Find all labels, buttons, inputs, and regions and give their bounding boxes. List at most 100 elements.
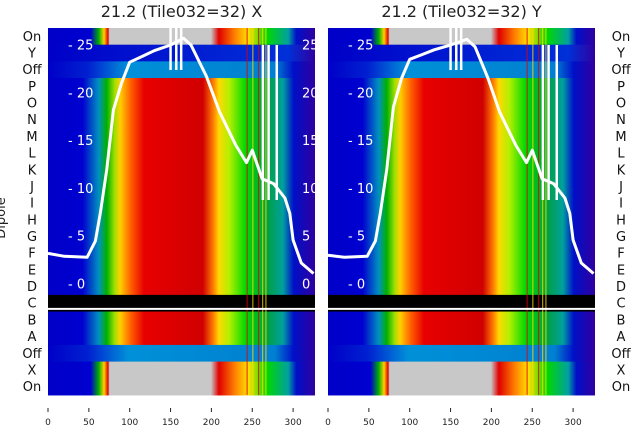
y-tick-label-secondary: 25 — [302, 39, 319, 54]
row-label: J — [618, 180, 623, 195]
x-tick-label: 200 — [483, 418, 500, 428]
heatmap-row — [48, 344, 315, 363]
heatmap-row — [328, 128, 595, 146]
row-label: A — [28, 330, 37, 345]
heatmap-row — [48, 244, 315, 263]
heatmap-row — [328, 161, 595, 179]
panel-title: 21.2 (Tile032=32) Y — [381, 2, 542, 21]
heatmap-panel-x: 21.2 (Tile032=32) XOnYOffPONMLKJIHGFEDCB… — [0, 2, 319, 428]
heatmap-row — [48, 161, 315, 179]
x-tick-label: 0 — [45, 418, 51, 428]
row-label: G — [616, 230, 626, 245]
row-label: D — [27, 280, 37, 295]
separator — [328, 307, 595, 310]
x-tick-label: 100 — [121, 418, 138, 428]
row-label: C — [27, 297, 36, 312]
x-tick-label: 50 — [363, 418, 375, 428]
row-label: Off — [611, 63, 631, 78]
heatmap-row — [328, 244, 595, 263]
x-tick-label: 150 — [162, 418, 179, 428]
row-label: Off — [611, 347, 631, 362]
y-tick-label-secondary: 10 — [302, 182, 319, 197]
heatmap-row — [48, 78, 315, 96]
heatmap-row — [48, 311, 315, 329]
x-tick-label: 250 — [244, 418, 261, 428]
row-label: F — [28, 247, 35, 262]
row-label: D — [616, 280, 626, 295]
heatmap-row — [48, 111, 315, 129]
y-tick-label: - 20 — [68, 86, 93, 101]
row-label: E — [28, 263, 36, 278]
x-tick-label: 300 — [285, 418, 302, 428]
x-tick-label: 0 — [325, 418, 331, 428]
x-tick-label: 250 — [524, 418, 541, 428]
row-label: On — [23, 380, 41, 395]
overlay-line — [327, 37, 595, 275]
row-label: P — [28, 80, 36, 95]
row-label: B — [28, 313, 37, 328]
heatmap-row — [48, 361, 315, 379]
heatmap-row — [328, 328, 595, 346]
heatmap-row — [328, 261, 595, 279]
heatmap-row — [328, 78, 595, 96]
heatmap-row — [48, 278, 315, 296]
row-label: B — [617, 313, 626, 328]
heatmap-row — [48, 294, 315, 313]
row-label: X — [617, 363, 626, 378]
y-tick-label: - 0 — [348, 278, 365, 293]
row-label: H — [27, 213, 37, 228]
stripe — [545, 28, 547, 395]
row-label: C — [616, 297, 625, 312]
row-label: G — [27, 230, 37, 245]
heatmap-row — [328, 311, 595, 329]
stripe — [537, 28, 540, 395]
stripe — [257, 28, 260, 395]
y-tick-label-secondary: 5 — [302, 230, 310, 245]
row-label: K — [617, 163, 626, 178]
row-label: I — [30, 197, 34, 212]
y-tick-label: - 25 — [68, 39, 93, 54]
row-label: On — [612, 30, 630, 45]
heatmap-row — [48, 178, 315, 196]
stripe — [532, 28, 534, 395]
heatmap-row — [328, 178, 595, 196]
x-tick-label: 100 — [401, 418, 418, 428]
heatmap-panel-y: 21.2 (Tile032=32) YOnYOffPONMLKJIHGFEDCB… — [325, 2, 631, 428]
x-tick-label: 300 — [565, 418, 582, 428]
row-label: H — [616, 213, 626, 228]
heatmap-row — [328, 294, 595, 313]
heatmap-row — [48, 261, 315, 279]
row-label: J — [29, 180, 34, 195]
heatmap-row — [328, 111, 595, 129]
y-tick-label: - 0 — [68, 278, 85, 293]
stripe — [526, 28, 528, 395]
row-label: L — [28, 147, 36, 162]
row-label: Y — [27, 47, 36, 62]
x-tick-label: 200 — [203, 418, 220, 428]
heatmap-row — [328, 211, 595, 229]
row-label: O — [616, 97, 626, 112]
y-tick-label-secondary: 20 — [302, 86, 319, 101]
row-label: L — [617, 147, 625, 162]
stripe — [262, 28, 264, 395]
y-tick-label-secondary: 0 — [302, 278, 310, 293]
heatmap-row — [48, 378, 315, 396]
x-tick-label: 50 — [83, 418, 95, 428]
y-tick-label: - 5 — [68, 230, 85, 245]
row-label: K — [28, 163, 37, 178]
y-tick-label: - 10 — [68, 182, 93, 197]
heatmap-row — [328, 378, 595, 396]
heatmap-row — [48, 328, 315, 346]
row-label: Off — [22, 63, 42, 78]
separator — [48, 307, 315, 310]
row-label: Y — [616, 47, 625, 62]
row-label: O — [27, 97, 37, 112]
heatmap-row — [328, 278, 595, 296]
row-label: A — [617, 330, 626, 345]
row-label: P — [617, 80, 625, 95]
y-tick-label-secondary: 15 — [302, 134, 319, 149]
stripe — [252, 28, 254, 395]
panel-title: 21.2 (Tile032=32) X — [101, 2, 263, 21]
y-tick-label: - 25 — [348, 39, 373, 54]
